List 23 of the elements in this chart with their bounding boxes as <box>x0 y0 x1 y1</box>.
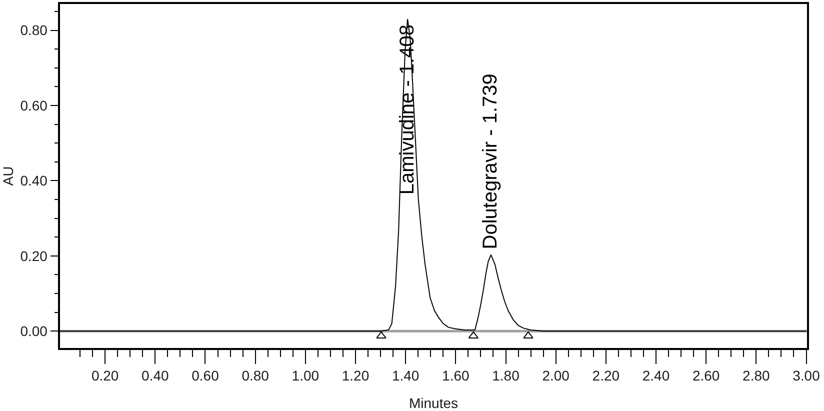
y-tick-label: 0.20 <box>20 248 48 264</box>
x-tick-label: 2.60 <box>692 368 720 384</box>
x-tick-label: 1.80 <box>492 368 520 384</box>
x-tick-label: 2.00 <box>542 368 570 384</box>
y-axis-title: AU <box>0 166 16 186</box>
x-tick-label: 2.20 <box>592 368 620 384</box>
y-tick-label: 0.40 <box>20 172 48 189</box>
x-tick-label: 0.40 <box>142 368 169 384</box>
y-tick-label: 0.00 <box>20 322 48 339</box>
y-tick-label: 0.80 <box>20 22 48 38</box>
x-tick-label: 1.20 <box>342 368 370 384</box>
x-tick-label: 3.00 <box>792 368 820 384</box>
y-tick-label: 0.60 <box>20 97 48 114</box>
x-axis-title: Minutes <box>408 395 458 411</box>
x-tick-label: 1.40 <box>392 368 420 384</box>
x-tick-label: 0.80 <box>242 368 270 384</box>
x-tick-label: 2.80 <box>742 368 770 384</box>
x-tick-label: 0.20 <box>91 368 119 384</box>
annotation: Dolutegravir - 1.739 <box>480 74 502 250</box>
x-tick-label: 2.40 <box>642 368 670 384</box>
x-tick-label: 0.60 <box>192 368 220 384</box>
x-tick-label: 1.00 <box>292 368 320 384</box>
x-tick-label: 1.60 <box>442 368 470 384</box>
